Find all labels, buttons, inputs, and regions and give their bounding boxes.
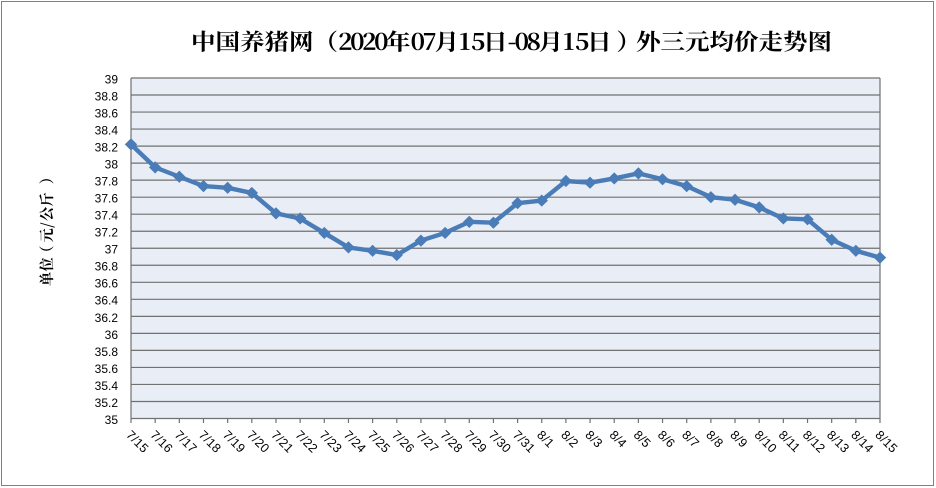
svg-text:36.8: 36.8 [95,260,119,274]
svg-text:37.6: 37.6 [95,192,119,206]
svg-text:36.6: 36.6 [95,277,119,291]
svg-text:35.8: 35.8 [95,345,119,359]
svg-text:36.4: 36.4 [95,294,119,308]
svg-text:38.6: 38.6 [95,106,119,120]
svg-text:38.4: 38.4 [95,123,119,137]
svg-text:36.2: 36.2 [95,311,119,325]
svg-text:37: 37 [105,243,119,257]
svg-text:35: 35 [105,413,119,427]
svg-text:39: 39 [105,72,119,86]
svg-text:36: 36 [105,328,119,342]
svg-text:38.2: 38.2 [95,141,119,155]
svg-text:35.6: 35.6 [95,362,119,376]
svg-text:35.2: 35.2 [95,396,119,410]
svg-text:35.4: 35.4 [95,379,119,393]
svg-text:37.8: 37.8 [95,175,119,189]
svg-text:38: 38 [105,158,119,172]
svg-text:37.4: 37.4 [95,209,119,223]
svg-text:37.2: 37.2 [95,226,119,240]
svg-text:38.8: 38.8 [95,89,119,103]
